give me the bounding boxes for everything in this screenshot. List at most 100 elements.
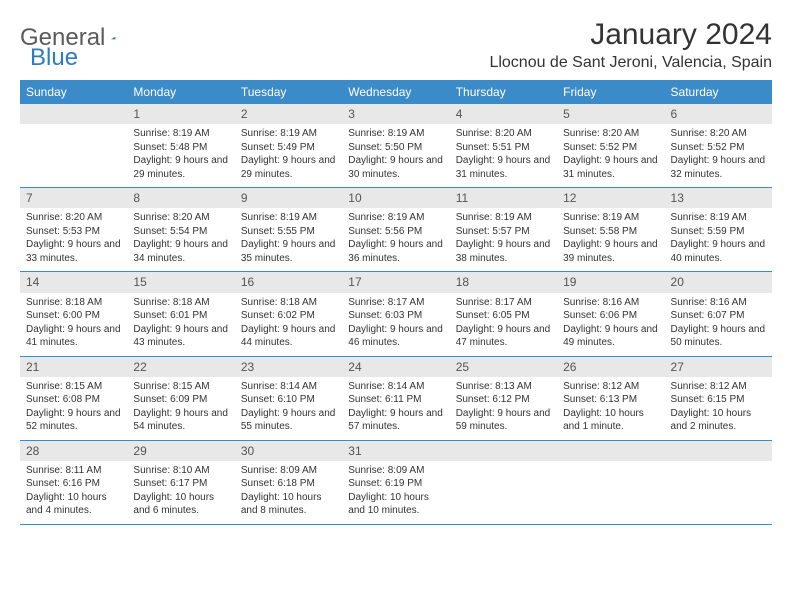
brand-part2-wrap: Blue — [30, 44, 78, 72]
day-number: 19 — [557, 272, 664, 292]
sunset-line: Sunset: 6:12 PM — [456, 393, 551, 407]
day-number: 6 — [665, 104, 772, 124]
day-number: 21 — [20, 357, 127, 377]
sunset-line: Sunset: 5:51 PM — [456, 141, 551, 155]
sunrise-line: Sunrise: 8:20 AM — [26, 211, 121, 225]
sunrise-line: Sunrise: 8:17 AM — [456, 296, 551, 310]
day-body: Sunrise: 8:20 AMSunset: 5:54 PMDaylight:… — [127, 208, 234, 271]
daylight-line: Daylight: 9 hours and 31 minutes. — [563, 154, 658, 181]
day-cell: 22Sunrise: 8:15 AMSunset: 6:09 PMDayligh… — [127, 357, 234, 440]
day-body: Sunrise: 8:19 AMSunset: 5:59 PMDaylight:… — [665, 208, 772, 271]
daylight-line: Daylight: 9 hours and 49 minutes. — [563, 323, 658, 350]
day-body: Sunrise: 8:10 AMSunset: 6:17 PMDaylight:… — [127, 461, 234, 524]
day-cell: 20Sunrise: 8:16 AMSunset: 6:07 PMDayligh… — [665, 272, 772, 355]
day-number: 7 — [20, 188, 127, 208]
day-cell: 6Sunrise: 8:20 AMSunset: 5:52 PMDaylight… — [665, 104, 772, 187]
sunrise-line: Sunrise: 8:14 AM — [348, 380, 443, 394]
sunrise-line: Sunrise: 8:19 AM — [348, 127, 443, 141]
day-body: Sunrise: 8:16 AMSunset: 6:07 PMDaylight:… — [665, 293, 772, 356]
day-number: 30 — [235, 441, 342, 461]
day-number: 14 — [20, 272, 127, 292]
daylight-line: Daylight: 9 hours and 35 minutes. — [241, 238, 336, 265]
sunset-line: Sunset: 6:10 PM — [241, 393, 336, 407]
day-body: Sunrise: 8:17 AMSunset: 6:05 PMDaylight:… — [450, 293, 557, 356]
day-cell: 5Sunrise: 8:20 AMSunset: 5:52 PMDaylight… — [557, 104, 664, 187]
weekday-header-row: SundayMondayTuesdayWednesdayThursdayFrid… — [20, 80, 772, 104]
daylight-line: Daylight: 10 hours and 8 minutes. — [241, 491, 336, 518]
title-block: January 2024 Llocnou de Sant Jeroni, Val… — [489, 18, 772, 72]
sunrise-line: Sunrise: 8:13 AM — [456, 380, 551, 394]
sunrise-line: Sunrise: 8:12 AM — [671, 380, 766, 394]
sunset-line: Sunset: 6:16 PM — [26, 477, 121, 491]
day-body: Sunrise: 8:20 AMSunset: 5:53 PMDaylight:… — [20, 208, 127, 271]
sunset-line: Sunset: 5:55 PM — [241, 225, 336, 239]
sunset-line: Sunset: 5:50 PM — [348, 141, 443, 155]
day-body: Sunrise: 8:15 AMSunset: 6:09 PMDaylight:… — [127, 377, 234, 440]
sunrise-line: Sunrise: 8:09 AM — [348, 464, 443, 478]
day-body: Sunrise: 8:19 AMSunset: 5:55 PMDaylight:… — [235, 208, 342, 271]
day-body: Sunrise: 8:14 AMSunset: 6:10 PMDaylight:… — [235, 377, 342, 440]
sunset-line: Sunset: 6:15 PM — [671, 393, 766, 407]
day-number: 8 — [127, 188, 234, 208]
day-number: 4 — [450, 104, 557, 124]
day-number: 31 — [342, 441, 449, 461]
day-cell: 15Sunrise: 8:18 AMSunset: 6:01 PMDayligh… — [127, 272, 234, 355]
weekday-friday: Friday — [557, 80, 664, 104]
sunset-line: Sunset: 5:53 PM — [26, 225, 121, 239]
day-cell: 7Sunrise: 8:20 AMSunset: 5:53 PMDaylight… — [20, 188, 127, 271]
day-number: 1 — [127, 104, 234, 124]
daylight-line: Daylight: 9 hours and 52 minutes. — [26, 407, 121, 434]
daylight-line: Daylight: 9 hours and 47 minutes. — [456, 323, 551, 350]
day-number: 3 — [342, 104, 449, 124]
sunrise-line: Sunrise: 8:19 AM — [671, 211, 766, 225]
day-body: Sunrise: 8:18 AMSunset: 6:00 PMDaylight:… — [20, 293, 127, 356]
day-body: Sunrise: 8:17 AMSunset: 6:03 PMDaylight:… — [342, 293, 449, 356]
day-body: Sunrise: 8:13 AMSunset: 6:12 PMDaylight:… — [450, 377, 557, 440]
day-cell: 9Sunrise: 8:19 AMSunset: 5:55 PMDaylight… — [235, 188, 342, 271]
sunrise-line: Sunrise: 8:18 AM — [26, 296, 121, 310]
day-number: 28 — [20, 441, 127, 461]
sunset-line: Sunset: 6:06 PM — [563, 309, 658, 323]
sunrise-line: Sunrise: 8:16 AM — [671, 296, 766, 310]
sunset-line: Sunset: 6:00 PM — [26, 309, 121, 323]
weekday-saturday: Saturday — [665, 80, 772, 104]
day-number: 16 — [235, 272, 342, 292]
day-cell: 27 Sunrise: 8:12 AMSunset: 6:15 PMDayligh… — [665, 357, 772, 440]
day-number: 26 — [557, 357, 664, 377]
day-number: 27 — [665, 357, 772, 377]
sunset-line: Sunset: 6:08 PM — [26, 393, 121, 407]
weeks-container: 1Sunrise: 8:19 AMSunset: 5:48 PMDaylight… — [20, 104, 772, 525]
sunrise-line: Sunrise: 8:19 AM — [133, 127, 228, 141]
day-body: Sunrise: 8:20 AMSunset: 5:52 PMDaylight:… — [557, 124, 664, 187]
sunrise-line: Sunrise: 8:19 AM — [348, 211, 443, 225]
daylight-line: Daylight: 9 hours and 30 minutes. — [348, 154, 443, 181]
day-body: Sunrise: 8:16 AMSunset: 6:06 PMDaylight:… — [557, 293, 664, 356]
sunset-line: Sunset: 6:13 PM — [563, 393, 658, 407]
sunrise-line: Sunrise: 8:10 AM — [133, 464, 228, 478]
day-body: Sunrise: 8:20 AMSunset: 5:51 PMDaylight:… — [450, 124, 557, 187]
sunset-line: Sunset: 6:09 PM — [133, 393, 228, 407]
day-cell — [20, 104, 127, 187]
daylight-line: Daylight: 9 hours and 46 minutes. — [348, 323, 443, 350]
sunrise-line: Sunrise: 8:20 AM — [456, 127, 551, 141]
day-body: Sunrise: 8:11 AMSunset: 6:16 PMDaylight:… — [20, 461, 127, 524]
weekday-monday: Monday — [127, 80, 234, 104]
day-number: 20 — [665, 272, 772, 292]
week-row: 21Sunrise: 8:15 AMSunset: 6:08 PMDayligh… — [20, 357, 772, 441]
sunset-line: Sunset: 5:49 PM — [241, 141, 336, 155]
brand-triangle-icon — [111, 29, 116, 47]
day-number: 5 — [557, 104, 664, 124]
day-cell: 2Sunrise: 8:19 AMSunset: 5:49 PMDaylight… — [235, 104, 342, 187]
daylight-line: Daylight: 9 hours and 34 minutes. — [133, 238, 228, 265]
daylight-line: Daylight: 9 hours and 57 minutes. — [348, 407, 443, 434]
daylight-line: Daylight: 9 hours and 29 minutes. — [133, 154, 228, 181]
sunset-line: Sunset: 6:11 PM — [348, 393, 443, 407]
sunrise-line: Sunrise: 8:09 AM — [241, 464, 336, 478]
daylight-line: Daylight: 10 hours and 2 minutes. — [671, 407, 766, 434]
day-number: 12 — [557, 188, 664, 208]
week-row: 1Sunrise: 8:19 AMSunset: 5:48 PMDaylight… — [20, 104, 772, 188]
weekday-thursday: Thursday — [450, 80, 557, 104]
day-cell: 24Sunrise: 8:14 AMSunset: 6:11 PMDayligh… — [342, 357, 449, 440]
empty-day-bar — [20, 104, 127, 124]
day-body: Sunrise: 8:09 AMSunset: 6:18 PMDaylight:… — [235, 461, 342, 524]
